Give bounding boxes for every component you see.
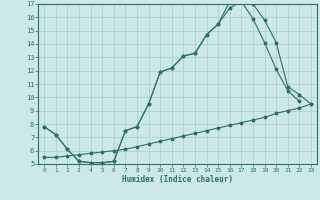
X-axis label: Humidex (Indice chaleur): Humidex (Indice chaleur) <box>122 175 233 184</box>
